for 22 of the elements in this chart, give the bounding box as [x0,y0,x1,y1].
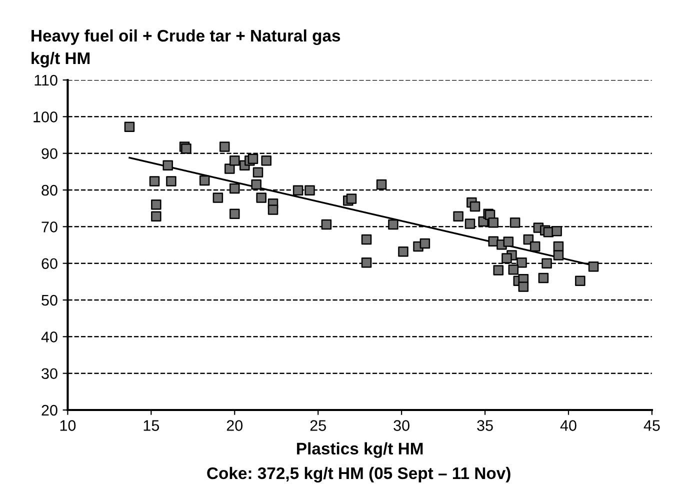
y-tick-label: 50 [42,294,58,306]
y-tick-label: 70 [42,222,58,232]
x-tick-label: 20 [226,420,243,431]
x-tick-label: 15 [144,420,160,431]
chart-title: Heavy fuel oil + Crude tar + Natural gas [32,29,340,45]
y-tick-label: 100 [34,112,58,122]
x-tick-label: 40 [560,420,576,431]
text: Coke: 372,5 kg/t HM (05 Sept – 11 Nov) [207,466,510,482]
y-tick-label: 60 [42,258,58,270]
x-tick-label: 30 [394,420,410,431]
y-tick-label: 20 [42,404,58,416]
y-axis-title: kg/t HM [32,52,90,68]
y-tick-label: 110 [34,74,58,86]
x-tick-label: 45 [644,420,660,431]
x-tick-label: 10 [60,420,76,431]
y-tick-label: 40 [41,332,58,342]
x-tick-label: 25 [310,420,326,431]
y-tick-label: 80 [42,184,58,196]
y-tick-label: 30 [42,368,58,380]
x-tick-label: 35 [477,420,493,431]
y-tick-label: 90 [42,148,58,160]
x-axis-title: Plastics kg/t HM [297,442,423,458]
